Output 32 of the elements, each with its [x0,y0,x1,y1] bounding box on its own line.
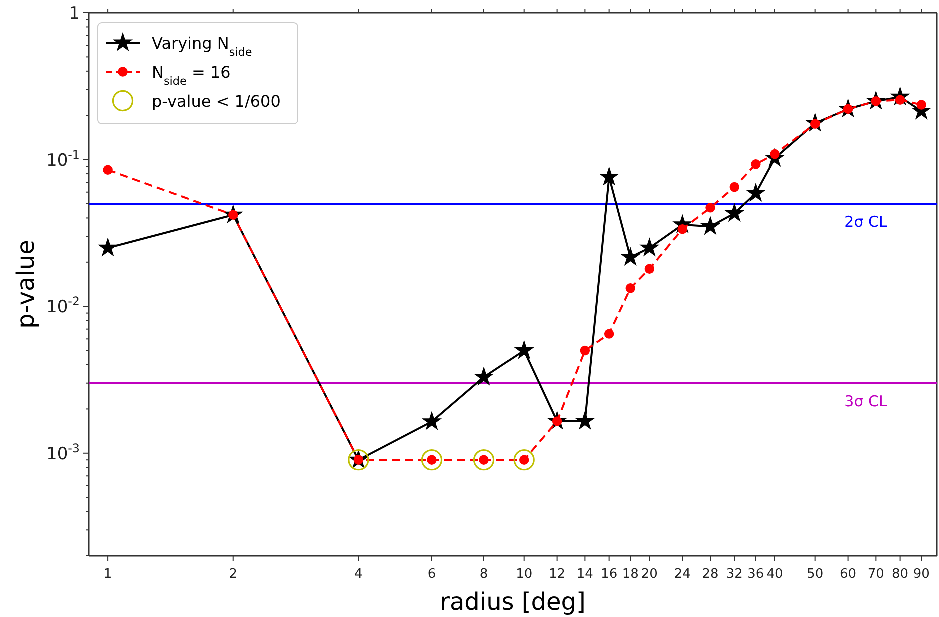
x-tick-label: 40 [766,567,784,582]
x-tick-label: 16 [601,567,618,582]
x-tick-label: 1 [104,567,112,582]
x-tick-label: 4 [354,567,363,582]
legend-label: N$_{side}$ = 16 [152,63,231,88]
legend-label: p-value < 1/600 [152,92,281,111]
x-tick-label: 10 [516,567,533,582]
x-tick-label: 28 [702,567,719,582]
x-tick-label: 14 [576,567,594,582]
x-tick-label: 6 [428,567,436,582]
y-tick-label: 10$^{-2}$ [46,294,80,318]
y-tick-label: 10$^{-3}$ [46,441,80,464]
y-tick-label: 1 [69,4,80,24]
x-tick-label: 24 [674,567,691,582]
x-tick-label: 12 [549,567,566,582]
x-tick-label: 32 [726,567,743,582]
x-tick-label: 90 [913,567,930,582]
x-tick-label: 36 [748,567,764,582]
x-tick-label: 2 [229,567,238,582]
x-tick-label: 80 [892,567,909,582]
y-axis-title: p-value [12,240,40,329]
ref-line-label: 3σ CL [844,392,888,410]
x-tick-label: 50 [807,567,824,582]
x-tick-label: 60 [840,567,857,582]
x-tick-label: 20 [641,567,658,582]
ref-line-label: 2σ CL [844,212,888,231]
x-tick-label: 70 [868,567,884,582]
x-axis-title: radius [deg] [440,588,586,616]
y-tick-label: 10$^{-1}$ [46,148,80,171]
x-tick-label: 18 [622,567,639,582]
x-tick-label: 8 [480,567,488,582]
legend-label: Varying N$_{side}$ [152,34,252,58]
